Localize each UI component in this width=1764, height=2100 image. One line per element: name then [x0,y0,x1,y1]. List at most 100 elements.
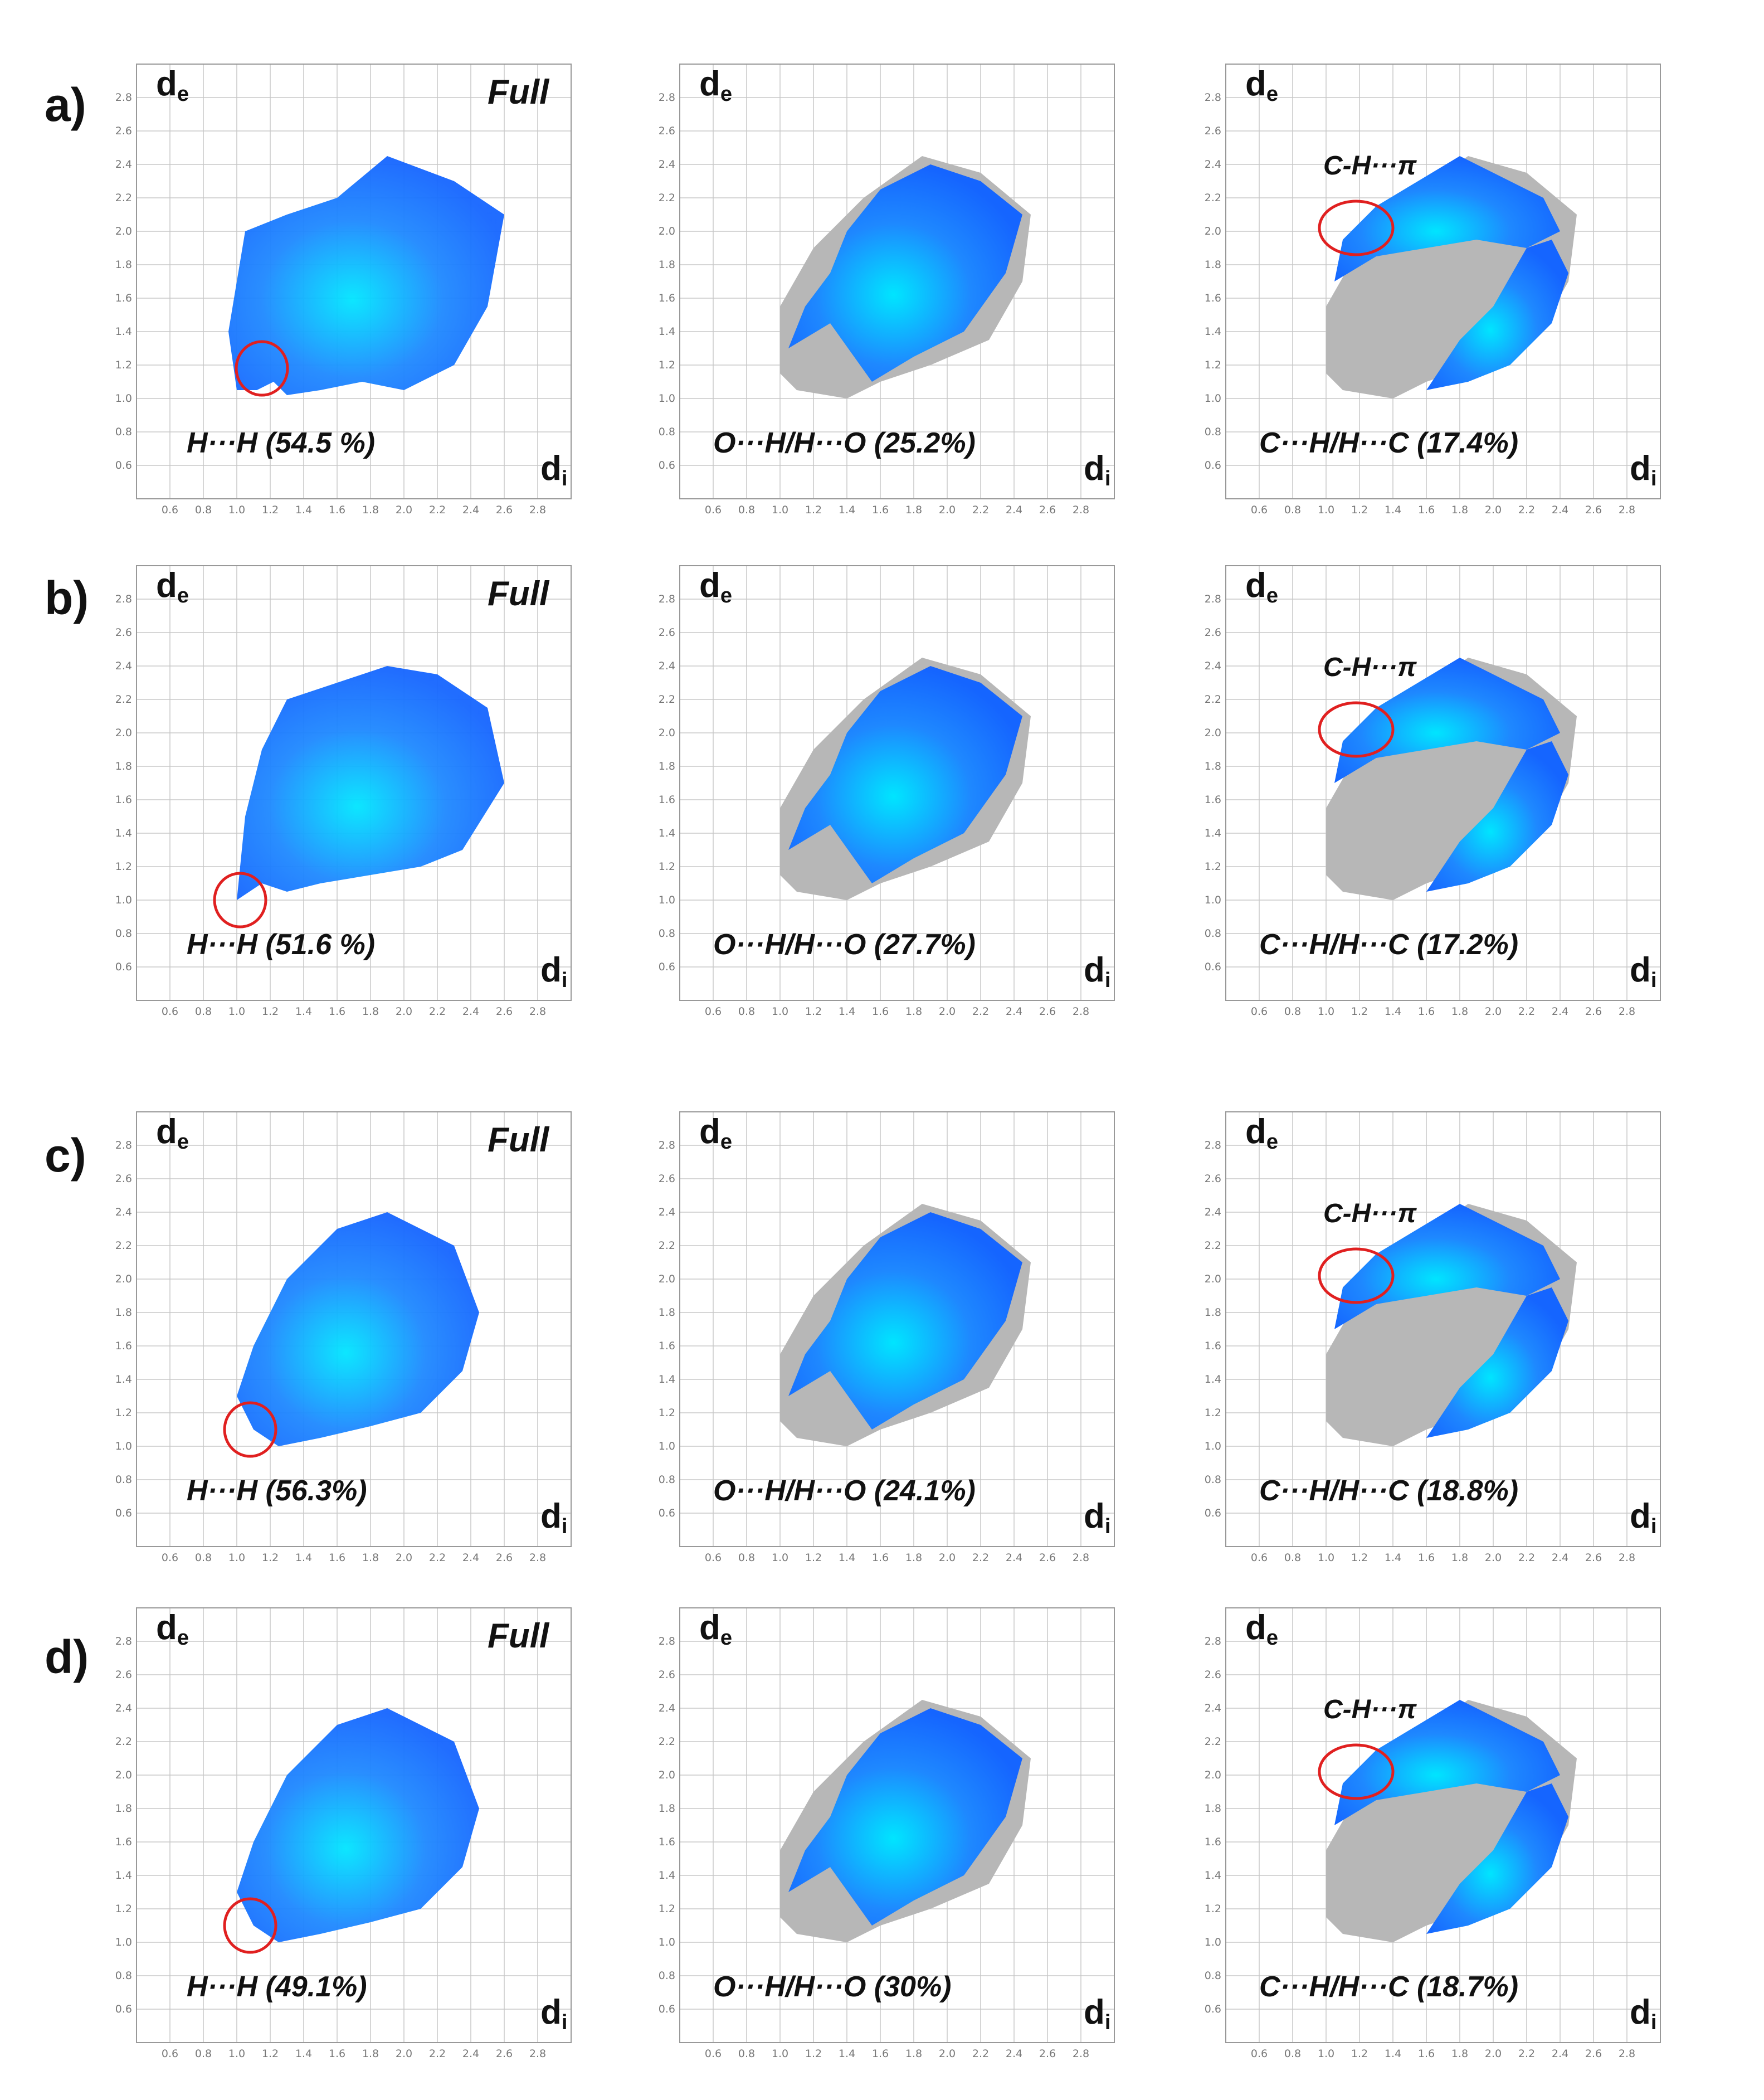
y-tick-label: 2.0 [659,1769,675,1781]
y-tick-label: 2.6 [1205,626,1221,639]
di-axis-label: di [1084,449,1111,490]
x-tick-label: 0.6 [162,2048,178,2060]
de-axis-label: de [699,1112,733,1154]
x-tick-label: 2.6 [1039,1005,1056,1018]
y-tick-label: 0.6 [1205,2003,1221,2015]
x-tick-label: 1.0 [228,504,245,516]
contact-percentage-label: O···H/H···O (24.1%) [713,1475,976,1507]
x-tick-label: 0.6 [162,1552,178,1564]
y-tick-label: 1.6 [115,794,132,806]
y-tick-label: 1.8 [115,1306,132,1319]
di-axis-label: di [540,1497,568,1538]
y-tick-label: 1.8 [1205,1802,1221,1815]
y-tick-label: 2.2 [115,1239,132,1252]
y-tick-label: 2.6 [115,1669,132,1681]
y-tick-label: 2.0 [659,1273,675,1285]
ch-contact-region-upper [1334,1700,1560,1825]
x-tick-label: 2.0 [1485,1552,1502,1564]
y-tick-label: 2.0 [1205,1769,1221,1781]
ch-pi-circle [1318,701,1395,758]
x-tick-label: 2.2 [972,504,989,516]
x-tick-label: 1.6 [1418,1005,1435,1018]
ch-contact-region-lower [1426,1783,1568,1934]
x-tick-label: 1.4 [839,1005,855,1018]
x-tick-label: 1.8 [362,2048,379,2060]
y-tick-label: 2.6 [115,1173,132,1185]
de-axis-label: de [1245,566,1279,607]
x-tick-label: 2.0 [396,504,412,516]
y-tick-label: 1.4 [1205,827,1221,839]
di-axis-label: di [1630,1497,1657,1538]
y-tick-label: 1.6 [1205,1836,1221,1848]
y-tick-label: 2.6 [659,1173,675,1185]
y-tick-label: 0.8 [659,1474,675,1486]
x-tick-label: 1.4 [839,1552,855,1564]
x-tick-label: 1.4 [1385,2048,1401,2060]
x-tick-label: 2.8 [529,504,546,516]
y-tick-label: 0.8 [659,1970,675,1982]
x-tick-label: 1.6 [872,1552,889,1564]
x-tick-label: 1.2 [805,2048,822,2060]
x-tick-label: 1.0 [228,1005,245,1018]
y-tick-label: 1.6 [115,1340,132,1352]
fingerprint-panel-ch: 0.6 0.8 1.0 1.2 1.4 1.6 1.8 2.0 2.2 2.4 2.6 2.8 0.6 0… [1205,59,1666,516]
y-tick-label: 0.8 [115,1970,132,1982]
y-tick-label: 1.4 [659,1373,675,1386]
ch-contact-region-upper [1334,156,1560,281]
x-tick-label: 2.0 [939,1005,956,1018]
y-tick-label: 1.0 [1205,1440,1221,1452]
ch-pi-label: C-H···π [1323,1695,1417,1724]
x-tick-label: 1.4 [295,2048,312,2060]
x-tick-label: 2.2 [429,2048,446,2060]
x-tick-label: 1.6 [329,504,345,516]
x-tick-label: 2.6 [1039,1552,1056,1564]
ch-pi-circle [1318,1247,1395,1304]
x-tick-label: 2.2 [1518,504,1535,516]
y-tick-label: 0.6 [659,2003,675,2015]
ch-pi-label: C-H···π [1323,1199,1417,1228]
y-tick-label: 2.8 [115,1139,132,1151]
y-tick-label: 2.6 [659,125,675,137]
x-tick-label: 0.6 [162,1005,178,1018]
x-tick-label: 1.0 [228,2048,245,2060]
de-axis-label: de [1245,1112,1279,1154]
y-tick-label: 2.8 [659,91,675,104]
fingerprint-plot: 0.6 0.8 1.0 1.2 1.4 1.6 1.8 2.0 2.2 2.4 2.6 2.8 0.6 0… [659,1111,1115,1564]
y-tick-label: 0.6 [659,1507,675,1519]
x-tick-label: 1.2 [805,504,822,516]
x-tick-label: 1.8 [362,1005,379,1018]
x-tick-label: 2.2 [972,1005,989,1018]
x-tick-label: 0.6 [705,1005,722,1018]
x-tick-label: 2.6 [1039,504,1056,516]
x-tick-label: 2.0 [1485,504,1502,516]
y-tick-label: 0.8 [115,1474,132,1486]
y-tick-label: 1.4 [1205,1869,1221,1882]
y-tick-label: 1.8 [115,760,132,772]
x-tick-label: 2.6 [1039,2048,1056,2060]
x-tick-label: 1.4 [295,1552,312,1564]
y-tick-label: 1.2 [115,1407,132,1419]
ch-contact-region-lower [1426,741,1568,892]
x-tick-label: 1.8 [905,1005,922,1018]
y-tick-label: 1.4 [115,827,132,839]
x-tick-label: 2.8 [1073,2048,1089,2060]
x-tick-label: 1.2 [1351,504,1368,516]
y-tick-label: 0.6 [1205,961,1221,973]
y-tick-label: 2.4 [1205,158,1221,171]
contact-percentage-label: O···H/H···O (30%) [713,1971,952,2003]
de-axis-label: de [156,1608,189,1650]
y-tick-label: 2.6 [115,626,132,639]
y-tick-label: 2.4 [1205,1702,1221,1714]
x-tick-label: 2.2 [429,504,446,516]
y-tick-label: 2.0 [659,225,675,237]
y-tick-label: 2.0 [1205,225,1221,237]
y-tick-label: 1.0 [115,392,132,405]
x-tick-label: 1.8 [905,2048,922,2060]
x-tick-label: 1.6 [1418,504,1435,516]
contact-percentage-label: O···H/H···O (27.7%) [713,929,976,961]
x-tick-label: 2.0 [396,1005,412,1018]
x-tick-label: 2.8 [1619,2048,1635,2060]
row-label-b: b) [45,572,89,624]
x-tick-label: 2.4 [1006,1552,1022,1564]
